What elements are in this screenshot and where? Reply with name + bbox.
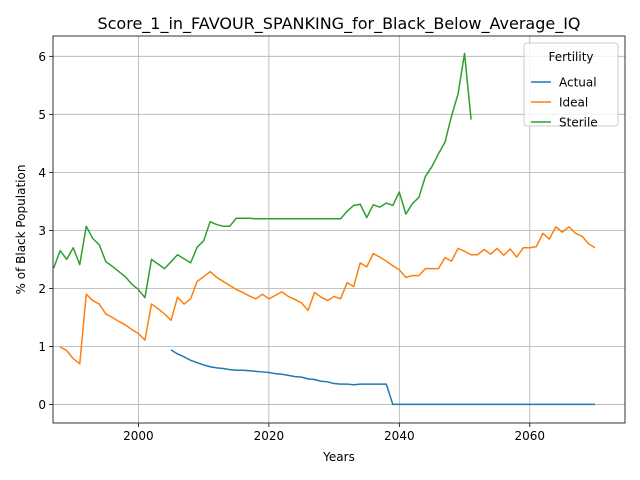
y-tick-label: 1 bbox=[38, 340, 46, 354]
legend-box bbox=[523, 42, 619, 127]
y-tick-label: 5 bbox=[38, 108, 46, 122]
legend-item-actual: Actual bbox=[531, 76, 597, 90]
x-tick-label: 2000 bbox=[123, 429, 154, 443]
y-tick-label: 0 bbox=[38, 398, 46, 412]
series-lines bbox=[52, 52, 596, 406]
legend-label: Sterile bbox=[559, 116, 598, 130]
y-tick-label: 2 bbox=[38, 282, 46, 296]
x-tick-label: 2040 bbox=[384, 429, 415, 443]
legend-label: Actual bbox=[559, 76, 597, 90]
plot-frame bbox=[52, 35, 626, 424]
x-tick-label: 2060 bbox=[515, 429, 546, 443]
chart-title: Score_1_in_FAVOUR_SPANKING_for_Black_Bel… bbox=[97, 14, 580, 34]
axis-ticks: 2000 2020 2040 2060 0 1 2 3 4 5 6 bbox=[38, 50, 545, 443]
legend-label: Ideal bbox=[559, 96, 588, 110]
y-tick-label: 3 bbox=[38, 224, 46, 238]
y-tick-label: 4 bbox=[38, 166, 46, 180]
y-tick-label: 6 bbox=[38, 50, 46, 64]
legend-item-ideal: Ideal bbox=[531, 96, 588, 110]
series-line-ideal bbox=[59, 226, 596, 365]
series-line-sterile bbox=[52, 52, 472, 299]
x-axis-label: Years bbox=[322, 450, 355, 464]
legend-item-sterile: Sterile bbox=[531, 116, 598, 130]
y-axis-label: % of Black Population bbox=[14, 165, 28, 295]
legend-title: Fertility bbox=[548, 50, 593, 64]
series-line-actual bbox=[170, 349, 595, 406]
legend: Fertility Actual Ideal Sterile bbox=[523, 42, 619, 130]
x-tick-label: 2020 bbox=[254, 429, 285, 443]
legend-items: Actual Ideal Sterile bbox=[531, 76, 598, 130]
